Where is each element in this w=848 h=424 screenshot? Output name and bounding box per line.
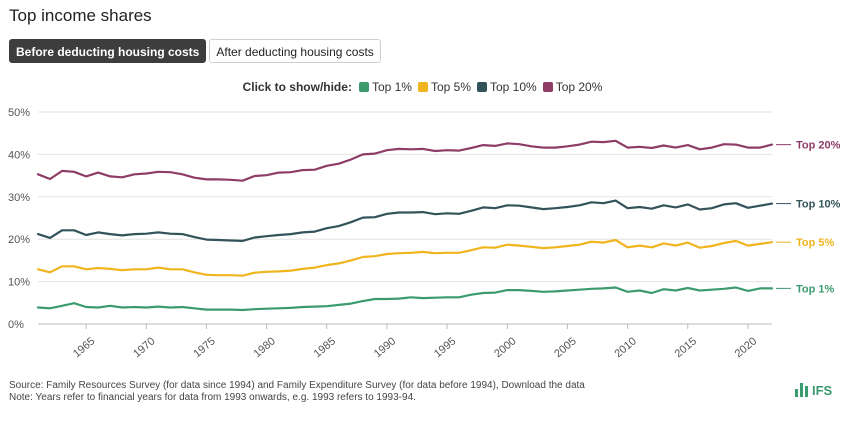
series-end-label-top-20: Top 20% [796, 140, 841, 152]
series-line-top-1 [36, 286, 774, 312]
years-note: Note: Years refer to financial years for… [9, 392, 416, 403]
legend-swatch-top-5 [417, 82, 428, 92]
legend-swatch-top-20 [542, 82, 553, 92]
logo-bar-icon [800, 383, 803, 397]
legend-item-top-5[interactable]: Top 5% [417, 80, 471, 94]
y-tick-label: 40% [8, 149, 30, 161]
x-tick-label: 2010 [612, 335, 638, 360]
series-end-label-top-10: Top 10% [796, 199, 841, 211]
chart-legend: Click to show/hide: Top 1% Top 5% Top 10… [0, 80, 848, 94]
x-tick-label: 1995 [432, 335, 458, 360]
legend-label-top-10: Top 10% [490, 80, 537, 94]
source-note: Source: Family Resources Survey (for dat… [9, 380, 585, 391]
page-title: Top income shares [9, 6, 152, 25]
ifs-logo: IFS [795, 383, 832, 397]
x-tick-label: 1975 [191, 335, 217, 360]
series-line-top-5 [36, 238, 774, 277]
y-tick-label: 50% [8, 107, 30, 119]
tab-after-housing-costs[interactable]: After deducting housing costs [209, 39, 381, 63]
legend-label-top-20: Top 20% [555, 80, 603, 94]
legend-label-top-5: Top 5% [430, 80, 471, 94]
legend-swatch-top-10 [477, 82, 487, 92]
logo-bar-icon [795, 389, 798, 397]
tab-before-housing-costs[interactable]: Before deducting housing costs [9, 39, 207, 63]
series-end-label-top-1: Top 1% [796, 283, 835, 295]
view-tabs: Before deducting housing costs After ded… [9, 39, 381, 63]
x-tick-label: 2000 [492, 335, 518, 360]
x-tick-label: 1990 [372, 335, 398, 360]
y-tick-label: 30% [8, 192, 30, 204]
x-tick-label: 1980 [251, 335, 277, 360]
legend-item-top-20[interactable]: Top 20% [542, 80, 603, 94]
series-line-top-20 [36, 139, 774, 182]
y-tick-label: 0% [8, 319, 24, 331]
legend-item-top-10[interactable]: Top 10% [477, 80, 537, 94]
x-tick-label: 1985 [312, 335, 338, 360]
series-end-label-top-5: Top 5% [796, 237, 835, 249]
x-tick-label: 1970 [131, 335, 157, 360]
x-tick-label: 2005 [552, 335, 578, 360]
legend-label-top-1: Top 1% [371, 80, 412, 94]
logo-bar-icon [805, 386, 808, 397]
series-line-top-10 [36, 199, 774, 242]
legend-lead: Click to show/hide: [242, 80, 352, 94]
chart-footer: Source: Family Resources Survey (for dat… [9, 380, 585, 404]
legend-item-top-1[interactable]: Top 1% [358, 80, 412, 94]
x-tick-label: 2020 [733, 335, 759, 360]
x-tick-label: 1965 [71, 335, 97, 360]
legend-swatch-top-1 [358, 82, 369, 92]
logo-text: IFS [812, 383, 833, 398]
x-tick-label: 2015 [673, 335, 699, 360]
y-tick-label: 10% [8, 277, 30, 289]
y-tick-label: 20% [8, 234, 30, 246]
line-chart: 0% 10% 20% 30% 40% 50% 1965 1970 1975 1980 1985 199… [8, 107, 841, 360]
